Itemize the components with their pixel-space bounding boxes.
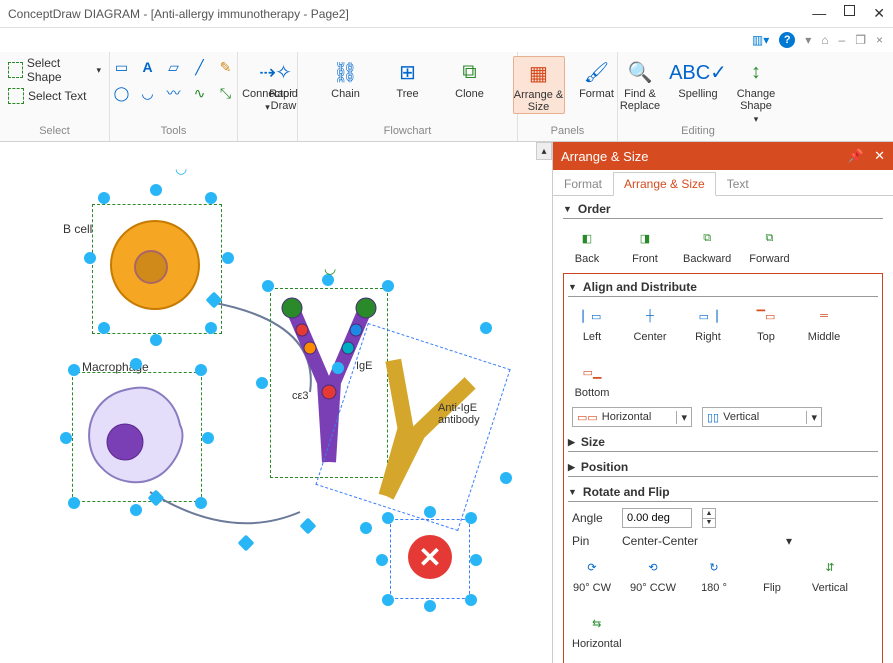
rotate-handle-icon[interactable]: ◡ <box>175 160 187 177</box>
order-forward-button[interactable]: ⧉Forward <box>749 227 789 265</box>
text-tool[interactable]: A <box>137 56 159 78</box>
sub-minimize-icon[interactable]: – <box>839 33 846 47</box>
tab-arrange[interactable]: Arrange & Size <box>613 172 716 196</box>
sub-restore-icon[interactable]: ❐ <box>855 33 866 47</box>
title-bar: ConceptDraw DIAGRAM - [Anti-allergy immu… <box>0 0 893 28</box>
align-bottom-button[interactable]: ▭▁Bottom <box>572 361 612 399</box>
ce3-label: cε3 <box>292 390 309 402</box>
arrange-size-button[interactable]: ▦Arrange & Size <box>513 56 565 114</box>
callout-tool[interactable]: ▱ <box>163 56 185 78</box>
maximize-button[interactable] <box>844 5 855 16</box>
flip-horizontal-button[interactable]: ⇆Horizontal <box>572 612 622 650</box>
select-shape-button[interactable]: Select Shape ▾ <box>8 56 101 84</box>
sub-close-icon[interactable]: × <box>876 33 883 47</box>
clone-button[interactable]: ⧉Clone <box>444 56 496 100</box>
align-right-button[interactable]: ▭▕Right <box>688 305 728 343</box>
line-tool[interactable]: ╱ <box>189 56 211 78</box>
home-icon[interactable]: ⌂ <box>821 33 828 47</box>
ellipse-tool[interactable]: ◯ <box>111 82 133 104</box>
distribute-vertical-select[interactable]: ▯▯ Vertical ▾ <box>702 407 822 427</box>
align-left-button[interactable]: ▏▭Left <box>572 305 612 343</box>
arrange-size-panel: Arrange & Size 📌✕ Format Arrange & Size … <box>553 142 893 663</box>
curve-tool[interactable]: ∿ <box>189 82 211 104</box>
distribute-horizontal-select[interactable]: ▭▭ Horizontal ▾ <box>572 407 692 427</box>
flip-label: Flip <box>752 556 792 594</box>
panel-toggle-icon[interactable]: ▥▾ <box>752 33 769 47</box>
ribbon: Select Shape ▾ Select Text Select ▭ A ▱ … <box>0 52 893 142</box>
rotate-180-button[interactable]: ↻180 ° <box>694 556 734 594</box>
order-backward-button[interactable]: ⧉Backward <box>683 227 731 265</box>
pin-select[interactable]: Center-Center▾ <box>622 534 792 548</box>
order-back-button[interactable]: ◧Back <box>567 227 607 265</box>
ribbon-group-label: Tools <box>161 125 187 139</box>
section-position[interactable]: ▶Position <box>568 460 878 477</box>
panel-close-icon[interactable]: ✕ <box>874 148 885 164</box>
arc-tool[interactable]: ◡ <box>137 82 159 104</box>
select-text-button[interactable]: Select Text <box>8 88 101 104</box>
rotate-ccw-button[interactable]: ⟲90° CCW <box>630 556 676 594</box>
window-title: ConceptDraw DIAGRAM - [Anti-allergy immu… <box>8 7 349 21</box>
help-icon[interactable]: ? <box>779 32 795 48</box>
rotate-handle-icon[interactable]: ◡ <box>324 260 336 277</box>
spelling-button[interactable]: ABC✓Spelling <box>672 56 724 100</box>
canvas[interactable]: ▴ B cell Macrophage <box>0 142 553 663</box>
section-order[interactable]: ▼Order <box>563 202 883 219</box>
section-align[interactable]: ▼Align and Distribute <box>568 280 878 297</box>
minimize-button[interactable]: — <box>812 5 826 22</box>
pencil-tool[interactable]: ✎ <box>215 56 237 78</box>
rotate-cw-button[interactable]: ⟳90° CW <box>572 556 612 594</box>
ribbon-group-label: Flowchart <box>384 125 432 139</box>
section-size[interactable]: ▶Size <box>568 435 878 452</box>
align-middle-button[interactable]: ═Middle <box>804 305 844 343</box>
connector-line-tool[interactable]: ⤡ <box>215 82 237 104</box>
align-top-button[interactable]: ▔▭Top <box>746 305 786 343</box>
angle-input[interactable] <box>622 508 692 528</box>
ribbon-group-label: Panels <box>551 125 585 139</box>
align-center-button[interactable]: ┼Center <box>630 305 670 343</box>
bcell-label: B cell <box>63 222 92 236</box>
pin-icon[interactable]: 📌 <box>848 148 864 164</box>
rapid-draw-button[interactable]: ✧Rapid Draw <box>258 56 310 112</box>
chain-button[interactable]: ⛓Chain <box>320 56 372 100</box>
order-front-button[interactable]: ◨Front <box>625 227 665 265</box>
panel-title: Arrange & Size <box>561 149 648 164</box>
zigzag-tool[interactable]: 〰 <box>163 82 185 104</box>
find-replace-button[interactable]: 🔍Find & Replace <box>614 56 666 112</box>
tab-format[interactable]: Format <box>553 172 613 196</box>
chevron-icon[interactable]: ▾ <box>805 33 811 47</box>
angle-spinner[interactable]: ▲▼ <box>702 508 716 528</box>
delete-icon[interactable]: ✕ <box>408 535 452 579</box>
tree-button[interactable]: ⊞Tree <box>382 56 434 100</box>
ribbon-group-label: Select <box>39 125 70 139</box>
rect-tool[interactable]: ▭ <box>111 56 133 78</box>
close-button[interactable]: ✕ <box>873 5 885 22</box>
ribbon-group-label: Editing <box>681 125 715 139</box>
tab-text[interactable]: Text <box>716 172 760 196</box>
angle-label: Angle <box>572 511 612 525</box>
anti-ige-label: Anti-IgE antibody <box>438 402 498 426</box>
tools-grid: ▭ A ▱ ╱ ✎ ◯ ◡ 〰 ∿ ⤡ <box>111 56 237 104</box>
section-rotate[interactable]: ▼Rotate and Flip <box>568 485 878 502</box>
change-shape-button[interactable]: ↕Change Shape▾ <box>730 56 782 125</box>
secondary-toolbar: ▥▾ ? ▾ ⌂ – ❐ × <box>0 28 893 52</box>
pin-label: Pin <box>572 534 612 548</box>
scroll-up-icon[interactable]: ▴ <box>536 142 552 160</box>
flip-vertical-button[interactable]: ⇵Vertical <box>810 556 850 594</box>
